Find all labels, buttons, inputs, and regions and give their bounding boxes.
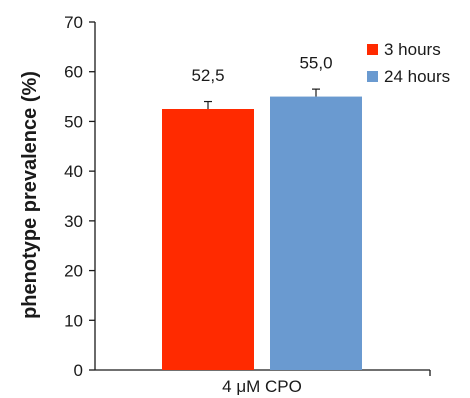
- legend: 3 hours 24 hours: [367, 40, 450, 86]
- y-tick-label: 20: [64, 262, 83, 281]
- legend-swatch: [367, 44, 378, 55]
- legend-label: 3 hours: [384, 40, 441, 59]
- y-tick-label: 40: [64, 162, 83, 181]
- legend-label: 24 hours: [384, 67, 450, 86]
- y-axis-title: phenotype prevalence (%): [19, 71, 41, 319]
- y-tick-label: 60: [64, 63, 83, 82]
- data-label: 52,5: [191, 66, 224, 85]
- bar-3-hours: [162, 109, 254, 370]
- y-axis: 0 10 20 30 40 50 60 70: [64, 13, 96, 380]
- bars: 52,5 55,0: [162, 54, 362, 371]
- bar-24-hours: [270, 96, 362, 371]
- y-tick-label: 30: [64, 212, 83, 231]
- y-tick-label: 70: [64, 13, 83, 32]
- y-tick-label: 10: [64, 311, 83, 330]
- x-category-label: 4 μM CPO: [222, 377, 302, 396]
- y-tick-label: 0: [74, 361, 83, 380]
- data-label: 55,0: [299, 54, 332, 73]
- x-axis: [95, 369, 431, 376]
- y-tick-label: 50: [64, 112, 83, 131]
- legend-swatch: [367, 71, 378, 82]
